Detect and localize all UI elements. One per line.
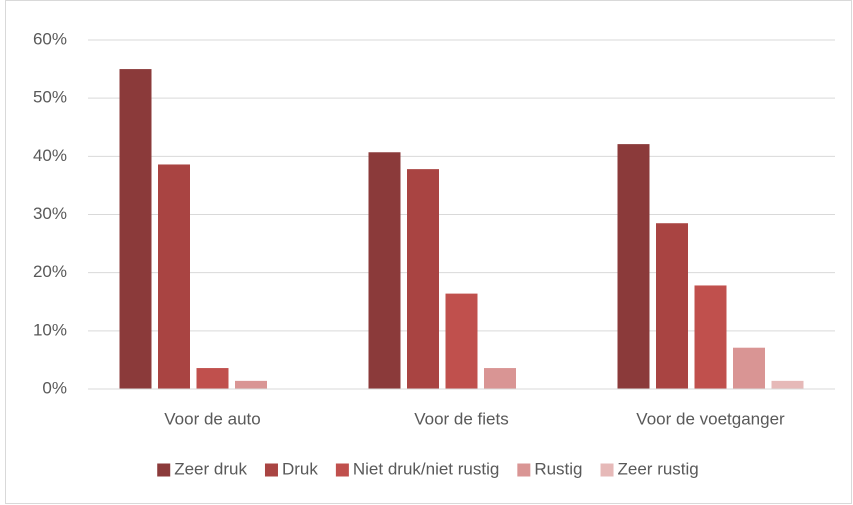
y-tick-label: 0%	[42, 378, 67, 397]
bar	[196, 368, 229, 389]
bar	[407, 169, 439, 389]
legend-label: Rustig	[534, 459, 582, 478]
y-tick-label: 10%	[33, 320, 67, 339]
legend-swatch	[600, 463, 614, 477]
bar	[484, 368, 516, 389]
bar	[617, 144, 650, 389]
y-tick-label: 60%	[33, 29, 67, 48]
legend-swatch	[517, 463, 531, 477]
bar	[158, 164, 190, 389]
bar	[733, 347, 765, 389]
y-tick-label: 30%	[33, 204, 67, 223]
legend-swatch	[264, 463, 278, 477]
legend-label: Druk	[282, 459, 318, 478]
bar	[694, 285, 727, 389]
x-tick-label: Voor de auto	[164, 409, 260, 428]
legend-label: Niet druk/niet rustig	[353, 459, 499, 478]
y-tick-label: 20%	[33, 262, 67, 281]
x-tick-label: Voor de fiets	[414, 409, 509, 428]
bar	[368, 152, 401, 389]
y-tick-label: 40%	[33, 146, 67, 165]
x-tick-label: Voor de voetganger	[636, 409, 785, 428]
legend-label: Zeer rustig	[618, 459, 699, 478]
bar	[771, 380, 804, 389]
bar	[656, 223, 688, 389]
bar	[235, 380, 267, 389]
legend-swatch	[335, 463, 349, 477]
legend-swatch	[157, 463, 171, 477]
bar	[119, 69, 152, 389]
legend-label: Zeer druk	[174, 459, 247, 478]
y-tick-label: 50%	[33, 88, 67, 107]
bar	[445, 293, 478, 389]
